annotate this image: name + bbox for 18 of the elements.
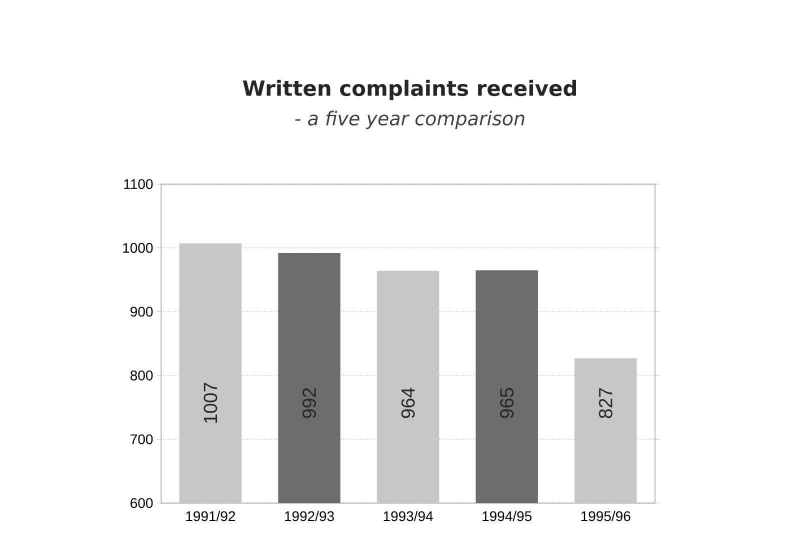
data-label: 965 bbox=[500, 388, 514, 418]
y-tick-label: 1100 bbox=[124, 179, 153, 190]
y-tick-label: 900 bbox=[130, 306, 153, 317]
data-label: 964 bbox=[401, 388, 415, 418]
y-tick-label: 1000 bbox=[123, 242, 153, 253]
data-label: 1007 bbox=[204, 382, 218, 423]
y-tick-label: 700 bbox=[130, 434, 153, 444]
x-tick-label: 1994/95 bbox=[482, 510, 532, 522]
y-tick-label: 600 bbox=[130, 498, 153, 508]
x-tick-label: 1995/96 bbox=[581, 510, 630, 522]
chart-subtitle: - a five year comparison bbox=[295, 110, 524, 130]
x-tick-label: 1992/93 bbox=[285, 510, 334, 522]
x-tick-label: 1991/92 bbox=[186, 510, 236, 522]
data-label: 827 bbox=[598, 388, 612, 418]
y-tick-label: 800 bbox=[130, 370, 153, 380]
x-tick-label: 1993/94 bbox=[384, 510, 433, 522]
chart-title: Written complaints received bbox=[242, 80, 576, 100]
data-label: 992 bbox=[302, 388, 316, 418]
